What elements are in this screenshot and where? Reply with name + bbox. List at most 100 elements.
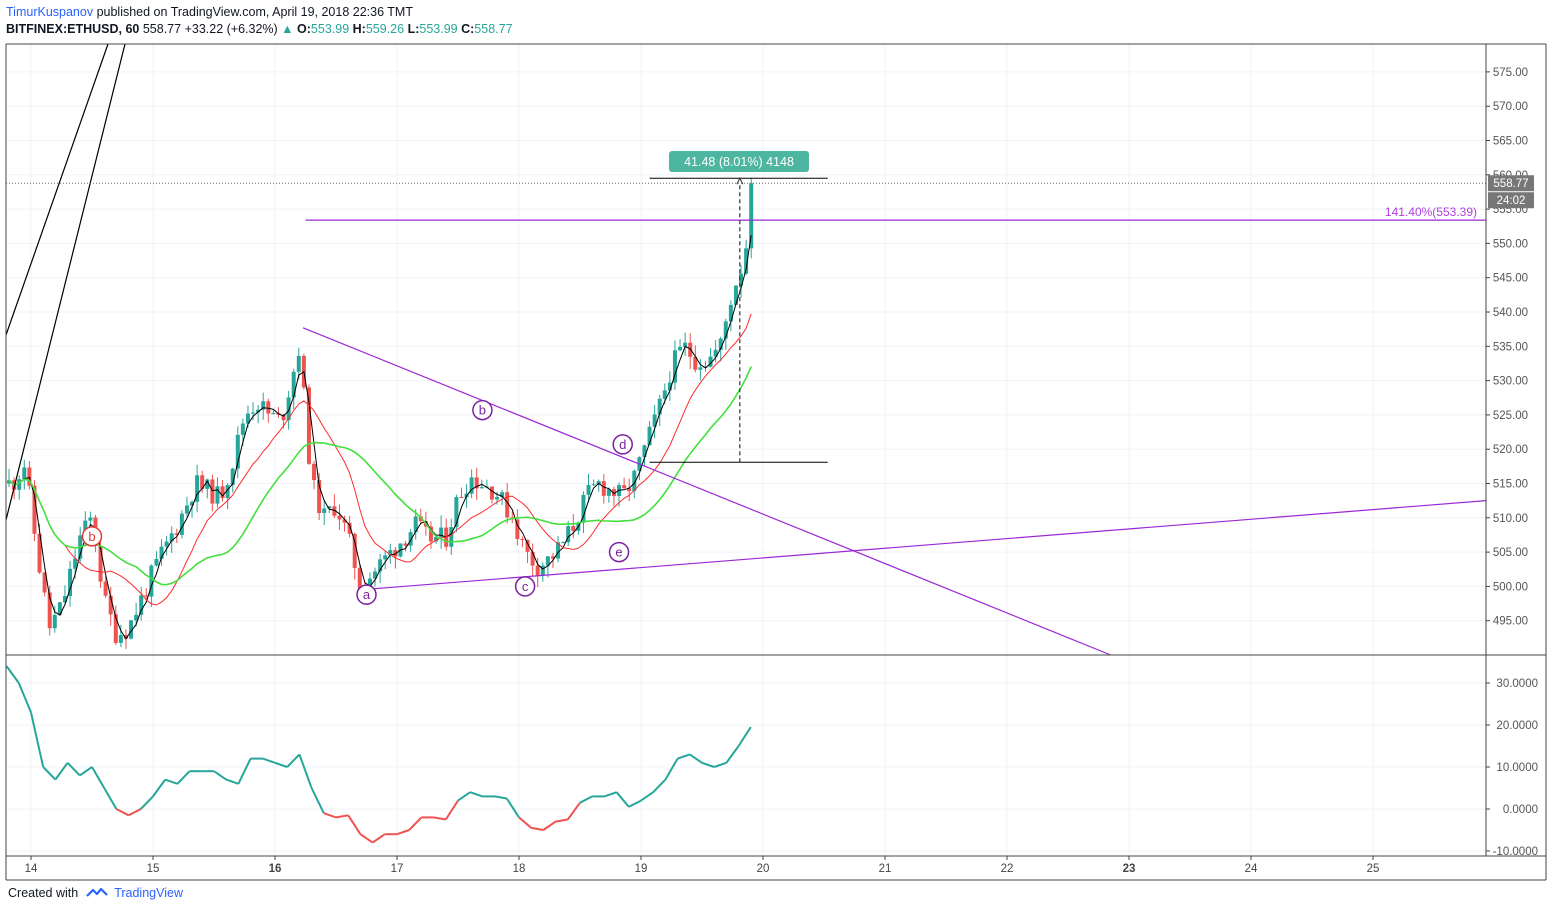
candle-body [581,494,586,523]
oscillator-segment [286,753,301,768]
last-price-badge-text: 558.77 [1493,178,1528,190]
candle-body [495,497,500,500]
candle-body [225,485,230,499]
candle-body [749,183,754,249]
x-tick-label: 20 [757,863,770,875]
oscillator-segment [274,761,288,768]
candle-body [200,475,205,489]
candle-body [550,556,555,559]
oscillator-segment [737,726,752,747]
candle-body [37,533,42,573]
oscillator-segment [54,762,69,781]
price-candles [7,177,754,649]
candle-body [505,492,510,518]
candle-body [586,484,591,495]
author-link[interactable]: TimurKuspanov [6,5,94,19]
wave-marker [612,434,633,455]
oscillator-segment [433,816,446,821]
oscillator-segment [652,778,667,793]
candle-body [266,401,271,414]
created-with-text: Created with [8,886,79,900]
candle-body [129,620,134,639]
candle-body [73,558,78,569]
fib-level-label: 141.40%(553.39) [1385,205,1477,219]
wave-label: b [479,403,486,418]
y-tick-label: 550.00 [1493,238,1528,250]
oscillator-segment [176,770,191,785]
candle-body [245,413,250,424]
candle-body [27,467,32,486]
candle-body [708,356,713,367]
oscillator-segment [17,682,32,713]
moving-averages [8,235,752,640]
x-tick-label: 17 [391,863,404,875]
candle-body [210,479,215,504]
last-price: 558.77 [142,22,182,36]
tradingview-brand-link[interactable]: TradingView [114,886,183,900]
x-tick-label: 14 [25,863,38,875]
oscillator-segment [542,820,557,831]
candle-body [393,550,398,557]
candle-body [744,248,749,274]
candle-body [378,559,383,572]
candle-body [261,401,266,410]
up-arrow-icon: ▲ [281,22,294,36]
candle-body [230,468,235,486]
candle-body [728,304,733,322]
candle-body [434,536,439,542]
candle-body [190,501,195,506]
candle-body [347,522,352,534]
candle-body [286,397,291,421]
oscillator-segment [469,791,483,798]
tradingview-logo-icon[interactable] [86,887,108,899]
y-tick-label: 495.00 [1493,616,1528,628]
candle-body [164,541,169,547]
footer: Created with TradingView [8,886,183,900]
oscillator-segment [140,795,154,810]
wave-marker [356,584,377,605]
candle-body [108,595,113,615]
oscillator-segment [359,833,374,844]
candle-body [144,595,149,597]
y-tick-label: 515.00 [1493,479,1528,491]
open-value: 553.99 [310,22,350,36]
countdown-badge [1488,192,1534,209]
candle-body [632,470,637,492]
candle-body [235,434,240,469]
oscillator-segment [347,814,362,835]
candle-body [179,513,184,535]
change-value: +33.22 (+6.32%) [184,22,278,36]
y-tick-label: 500.00 [1493,581,1528,593]
candle-body [469,477,474,494]
candle-body [408,532,413,546]
candle-body [561,542,566,544]
y-tick-label: 540.00 [1493,307,1528,319]
candle-body [413,516,418,533]
low-value: 553.99 [419,22,458,36]
candle-body [545,556,550,566]
x-tick-label: 16 [269,863,282,875]
candle-body [103,581,108,596]
candle-body [388,550,393,556]
oscillator-segment [408,816,423,831]
open-label: O: [297,22,311,36]
candle-body [352,533,357,569]
y-tick-label: 525.00 [1493,410,1528,422]
candle-body [723,321,728,339]
oscillator-segment [579,795,593,804]
oscillator-segment [628,799,642,808]
candle-body [693,356,698,370]
candle-body [317,480,322,514]
candle-body [251,412,256,414]
candle-body [22,467,27,480]
candle-body [62,596,67,603]
candle-body [489,486,494,500]
candle-body [88,517,93,521]
candle-body [306,387,311,464]
candle-body [530,551,535,566]
candle-body [657,398,662,415]
close-label: C: [461,22,475,36]
oscillator-segment [42,766,57,781]
candle-body [68,568,73,597]
